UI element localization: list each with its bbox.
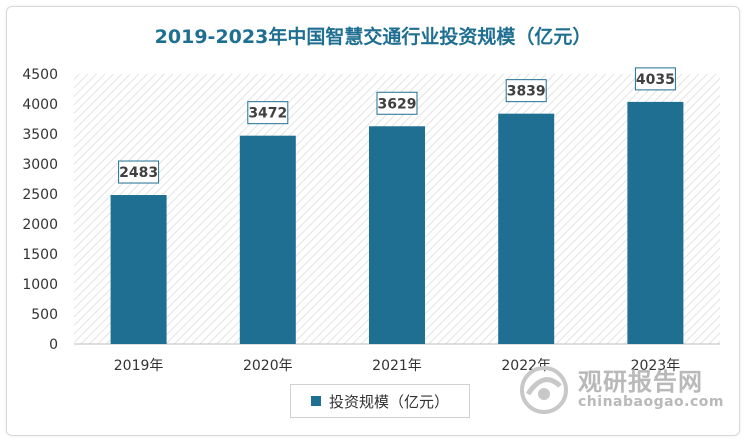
chart-title: 2019-2023年中国智慧交通行业投资规模（亿元）	[154, 26, 592, 48]
x-tick-label: 2020年	[243, 358, 293, 374]
bar	[498, 113, 555, 344]
y-tick-label: 3000	[22, 157, 58, 173]
bar	[369, 126, 425, 344]
data-label: 2483	[119, 165, 158, 181]
y-tick-label: 3500	[22, 127, 58, 143]
data-label-box	[247, 101, 289, 125]
y-tick-label: 0	[49, 337, 58, 353]
watermark-name: 观研报告网	[578, 368, 703, 396]
legend: 投资规模（亿元）	[290, 384, 470, 418]
data-label: 3472	[248, 106, 287, 122]
bar	[627, 101, 684, 345]
y-tick-label: 1500	[22, 247, 58, 263]
data-label-box	[376, 91, 418, 115]
x-tick-label: 2023年	[631, 358, 681, 374]
watermark: 观研报告网 chinabaogao.com	[518, 360, 723, 420]
y-tick-label: 4500	[22, 67, 58, 83]
y-tick-label: 2500	[22, 187, 58, 203]
data-label: 4035	[636, 72, 675, 88]
x-tick-label: 2019年	[114, 358, 164, 374]
data-label: 3629	[378, 96, 417, 112]
data-label-box	[118, 160, 160, 184]
y-tick-label: 1000	[22, 277, 58, 293]
legend-label: 投资规模（亿元）	[328, 392, 449, 411]
data-label-box	[634, 67, 676, 91]
bar	[110, 195, 167, 344]
data-label-box	[505, 79, 547, 103]
watermark-logo-icon	[520, 366, 568, 414]
bar	[239, 135, 296, 344]
watermark-url: chinabaogao.com	[578, 394, 724, 410]
y-tick-label: 2000	[22, 217, 58, 233]
legend-swatch	[310, 396, 321, 406]
data-label: 3839	[507, 84, 546, 100]
x-tick-label: 2021年	[372, 358, 422, 374]
y-tick-label: 4000	[22, 97, 58, 113]
y-tick-label: 500	[31, 307, 58, 323]
